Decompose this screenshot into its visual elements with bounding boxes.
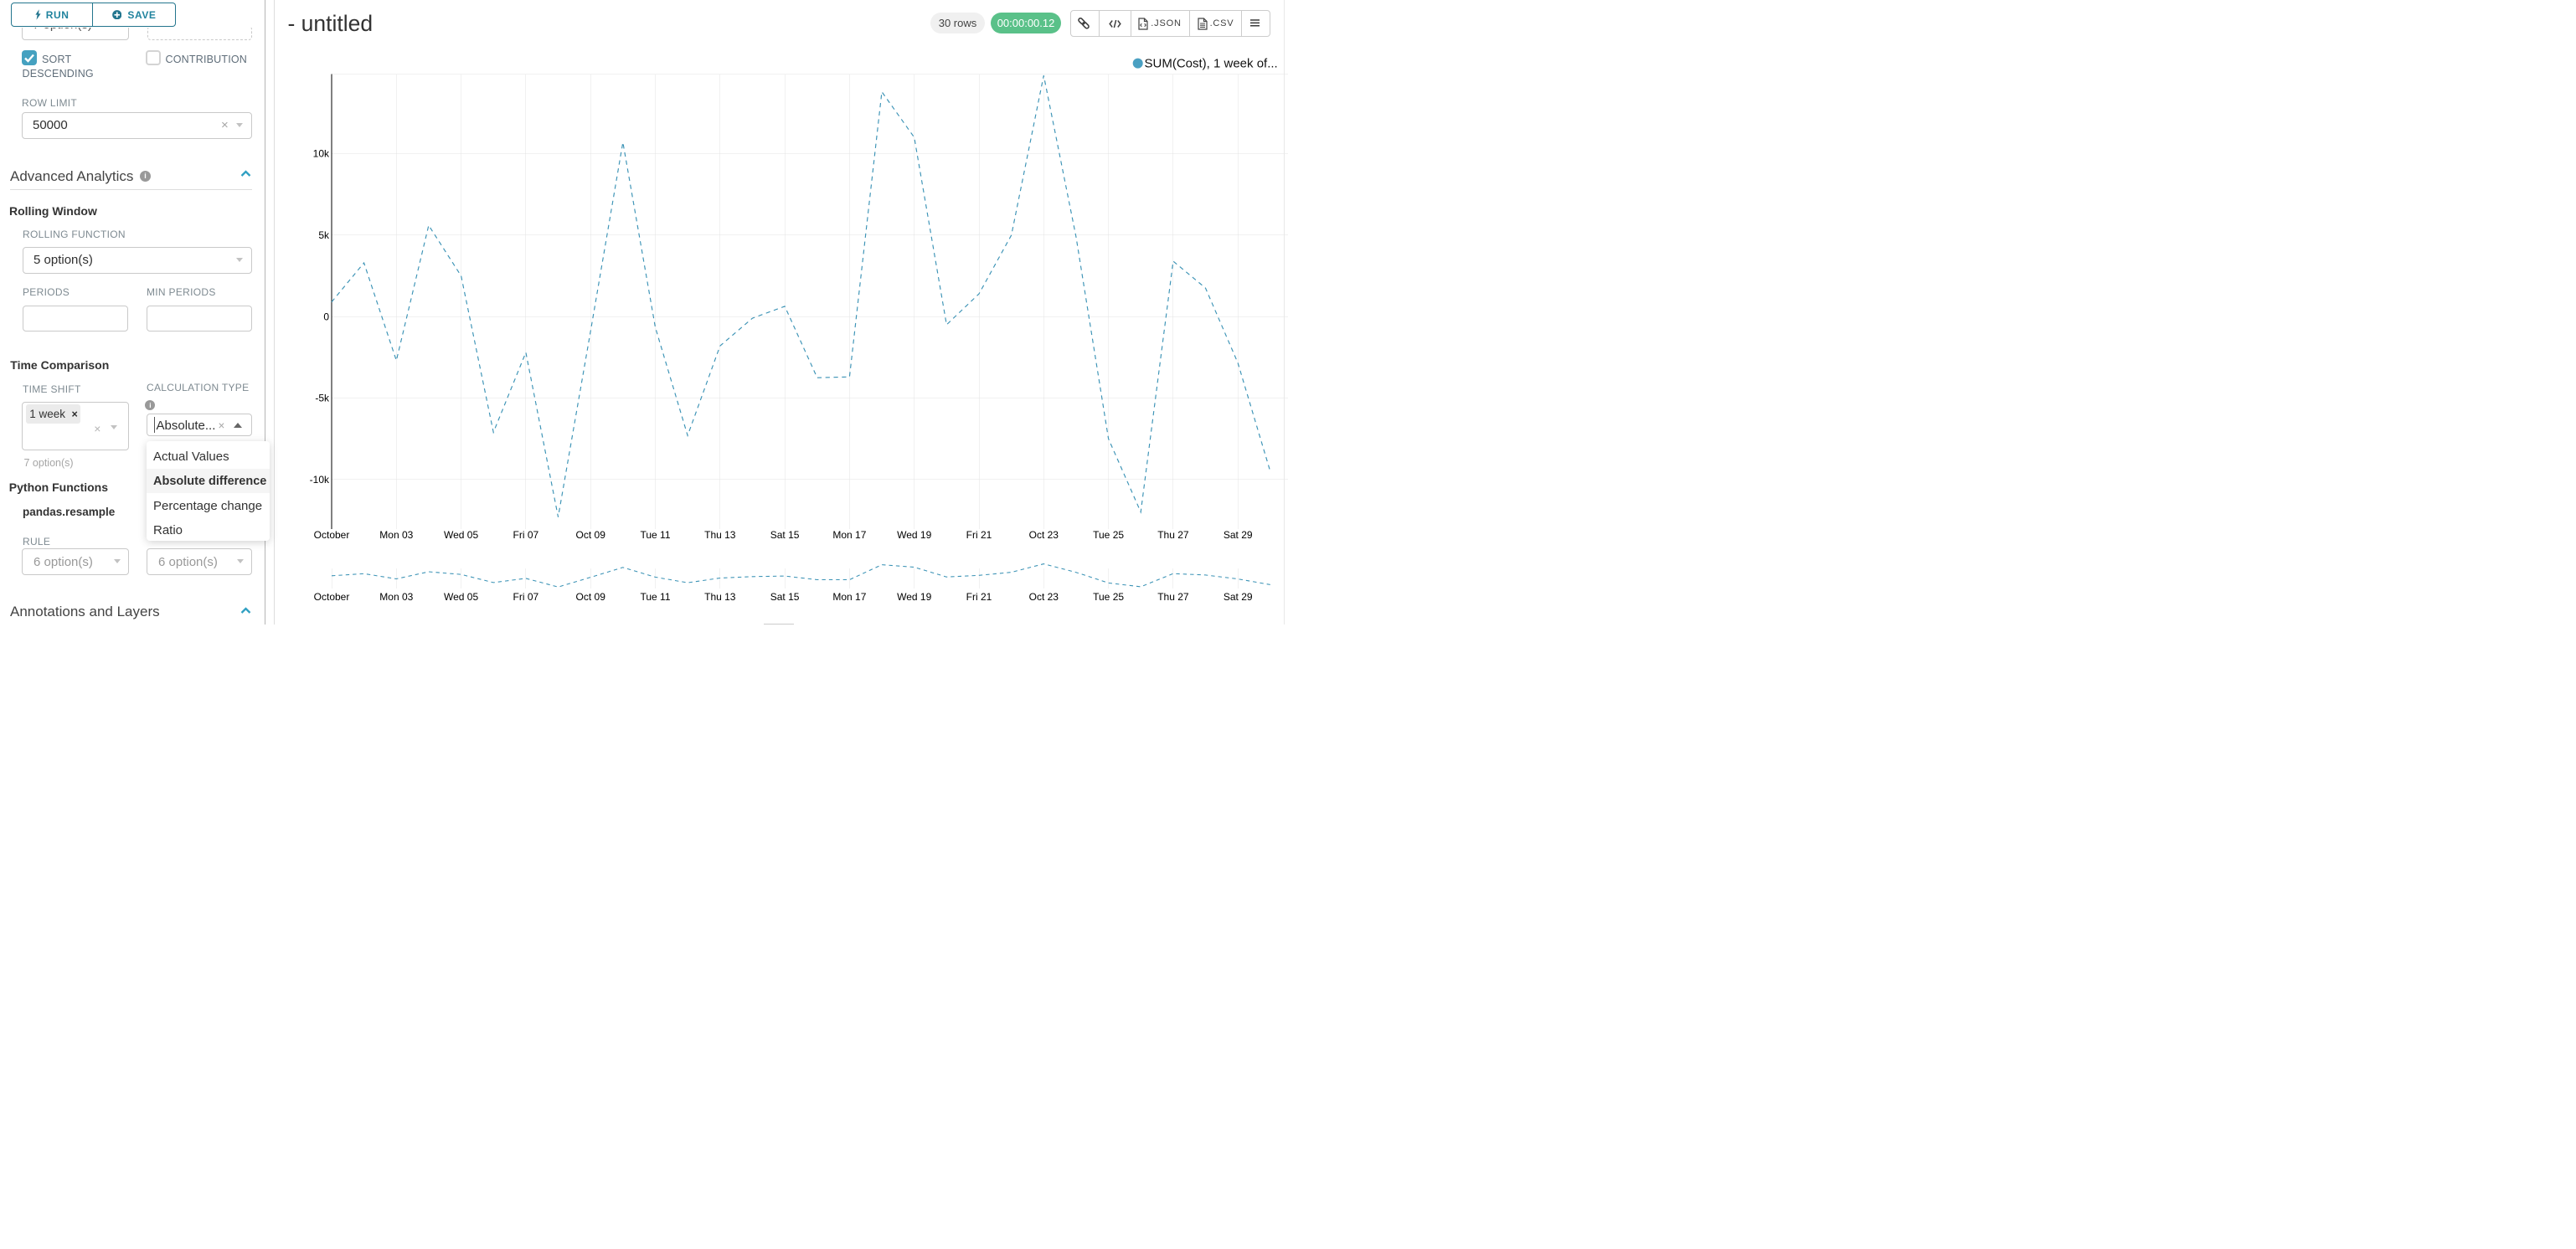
svg-text:0: 0	[323, 311, 329, 322]
svg-text:Thu 27: Thu 27	[1157, 591, 1189, 603]
svg-text:Mon 17: Mon 17	[832, 591, 866, 603]
svg-text:October: October	[314, 591, 350, 603]
svg-text:Wed 05: Wed 05	[444, 591, 478, 603]
svg-text:Tue 25: Tue 25	[1093, 591, 1124, 603]
svg-text:Mon 03: Mon 03	[379, 529, 413, 541]
svg-text:Wed 19: Wed 19	[897, 529, 931, 541]
svg-text:-5k: -5k	[315, 393, 330, 404]
svg-text:SUM(Cost), 1 week of...: SUM(Cost), 1 week of...	[1145, 57, 1278, 71]
svg-text:Sat 15: Sat 15	[770, 529, 800, 541]
svg-text:Oct 23: Oct 23	[1029, 529, 1059, 541]
svg-text:5k: 5k	[318, 229, 330, 241]
svg-text:Mon 17: Mon 17	[832, 529, 866, 541]
svg-text:10k: 10k	[313, 147, 330, 159]
svg-text:October: October	[314, 529, 350, 541]
svg-text:Fri 07: Fri 07	[513, 529, 539, 541]
svg-text:Tue 11: Tue 11	[640, 591, 670, 603]
svg-text:Tue 11: Tue 11	[640, 529, 670, 541]
svg-text:Fri 07: Fri 07	[513, 591, 539, 603]
svg-text:Fri 21: Fri 21	[966, 529, 992, 541]
svg-text:Thu 27: Thu 27	[1157, 529, 1189, 541]
svg-text:Thu 13: Thu 13	[704, 529, 736, 541]
svg-text:Mon 03: Mon 03	[379, 591, 413, 603]
svg-text:Oct 09: Oct 09	[576, 529, 606, 541]
svg-text:Tue 25: Tue 25	[1093, 529, 1124, 541]
svg-text:Thu 13: Thu 13	[704, 591, 736, 603]
svg-text:Sat 29: Sat 29	[1224, 591, 1253, 603]
svg-text:Wed 19: Wed 19	[897, 591, 931, 603]
svg-text:Wed 05: Wed 05	[444, 529, 478, 541]
svg-text:-10k: -10k	[310, 474, 330, 486]
svg-text:Oct 09: Oct 09	[576, 591, 606, 603]
svg-text:Fri 21: Fri 21	[966, 591, 992, 603]
svg-text:Sat 29: Sat 29	[1224, 529, 1253, 541]
svg-text:Oct 23: Oct 23	[1029, 591, 1059, 603]
svg-text:Sat 15: Sat 15	[770, 591, 800, 603]
